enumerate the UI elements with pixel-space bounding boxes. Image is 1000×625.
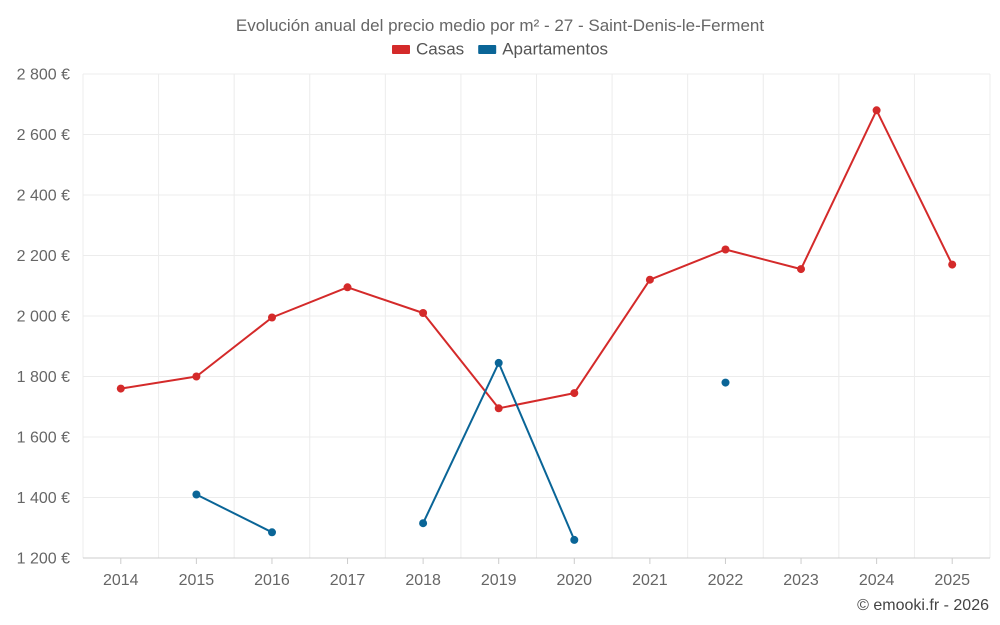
axes: 1 200 € 1 400 € 1 600 € 1 800 € 2 000 € 2 200… <box>17 67 990 589</box>
legend-item-apartamentos[interactable]: Apartamentos <box>478 40 608 59</box>
data-point[interactable] <box>797 265 805 274</box>
data-point[interactable] <box>872 106 881 115</box>
series-apartamentos <box>192 358 730 544</box>
x-tick-label: 2025 <box>934 572 970 589</box>
x-tick-label: 2019 <box>481 572 517 589</box>
x-tick-label: 2023 <box>783 572 819 589</box>
y-tick-label: 1 600 € <box>17 430 70 447</box>
data-point[interactable] <box>419 519 428 528</box>
y-tick-label: 2 400 € <box>17 188 70 205</box>
data-point[interactable] <box>721 245 730 254</box>
x-tick-label: 2022 <box>708 572 744 589</box>
y-tick-label: 2 800 € <box>17 67 70 84</box>
legend: Casas Apartamentos <box>392 40 608 59</box>
data-point[interactable] <box>116 384 125 393</box>
data-point[interactable] <box>721 378 730 387</box>
y-tick-label: 1 200 € <box>17 551 70 568</box>
y-tick-label: 2 000 € <box>17 309 70 326</box>
series-line <box>120 109 954 410</box>
y-tick-label: 2 600 € <box>17 127 70 144</box>
grid <box>82 73 991 558</box>
series-casas <box>116 106 957 413</box>
legend-item-casas[interactable]: Casas <box>392 40 464 59</box>
x-tick-label: 2020 <box>556 572 592 589</box>
data-point[interactable] <box>268 313 276 322</box>
legend-swatch <box>478 45 497 54</box>
credit-text: © emooki.fr - 2026 <box>857 597 989 614</box>
x-tick-label: 2024 <box>859 572 895 589</box>
y-tick-label: 1 400 € <box>17 490 70 507</box>
series-line <box>195 493 273 534</box>
data-point[interactable] <box>494 358 503 367</box>
legend-swatch <box>392 45 410 54</box>
data-point[interactable] <box>494 404 503 413</box>
series-layer <box>116 106 957 544</box>
x-tick-label: 2021 <box>632 572 668 589</box>
data-point[interactable] <box>948 260 957 269</box>
legend-label: Apartamentos <box>502 40 608 59</box>
data-point[interactable] <box>343 283 352 292</box>
x-tick-label: 2017 <box>330 572 366 589</box>
legend-label: Casas <box>416 40 464 59</box>
x-tick-label: 2016 <box>254 572 290 589</box>
chart-title: Evolución anual del precio medio por m² … <box>236 16 764 35</box>
data-point[interactable] <box>645 275 654 284</box>
data-point[interactable] <box>570 389 579 398</box>
data-point[interactable] <box>570 535 579 544</box>
y-tick-label: 2 200 € <box>17 248 70 265</box>
y-tick-label: 1 800 € <box>17 369 70 386</box>
data-point[interactable] <box>192 372 201 381</box>
data-point[interactable] <box>192 490 201 499</box>
x-tick-label: 2015 <box>179 572 215 589</box>
data-point[interactable] <box>419 309 428 317</box>
data-point[interactable] <box>268 528 276 537</box>
x-tick-label: 2014 <box>103 572 139 589</box>
x-tick-label: 2018 <box>405 572 441 589</box>
series-line <box>422 361 576 541</box>
